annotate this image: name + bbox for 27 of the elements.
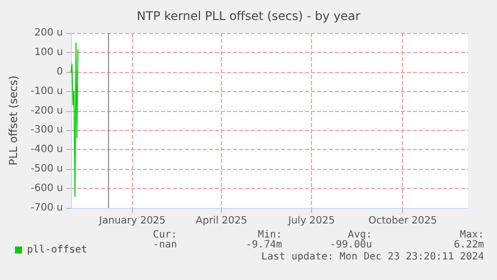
y-axis-title: PLL offset (secs) bbox=[7, 76, 20, 166]
y-tick-label: -400 u bbox=[30, 144, 63, 156]
legend-label: pll-offset bbox=[27, 244, 88, 256]
y-tick-label: -300 u bbox=[30, 124, 63, 136]
y-tick-label: -600 u bbox=[30, 183, 63, 194]
text: Avg: bbox=[348, 230, 372, 240]
y-tick-label: -200 u bbox=[30, 105, 63, 116]
y-tick-label: -100 u bbox=[30, 86, 63, 97]
x-tick-label: July 2025 bbox=[287, 216, 335, 226]
line-series bbox=[70, 42, 78, 197]
y-tick-label: 200 u bbox=[34, 28, 63, 38]
y-tick-label: -700 u bbox=[30, 202, 63, 214]
y-tick-label: 0 bbox=[56, 66, 63, 78]
x-tick-label: October 2025 bbox=[368, 216, 437, 226]
text: Cur: bbox=[152, 230, 178, 240]
text: Last update: Mon Dec 23 23:20:11 2024 bbox=[261, 252, 484, 262]
text: 6.22m bbox=[454, 240, 484, 250]
text: -nan bbox=[152, 240, 178, 250]
text: Min: bbox=[258, 230, 282, 240]
x-tick-label: January 2025 bbox=[98, 216, 166, 226]
chart-title: NTP kernel PLL offset (secs) - by year bbox=[136, 9, 360, 23]
y-tick-label: -500 u bbox=[30, 164, 63, 175]
text: -99.00u bbox=[330, 240, 372, 250]
x-tick-label: April 2025 bbox=[196, 216, 248, 226]
text: Max: bbox=[460, 230, 484, 240]
text: -9.74m bbox=[246, 240, 282, 250]
y-tick-label: 100 u bbox=[34, 46, 63, 58]
